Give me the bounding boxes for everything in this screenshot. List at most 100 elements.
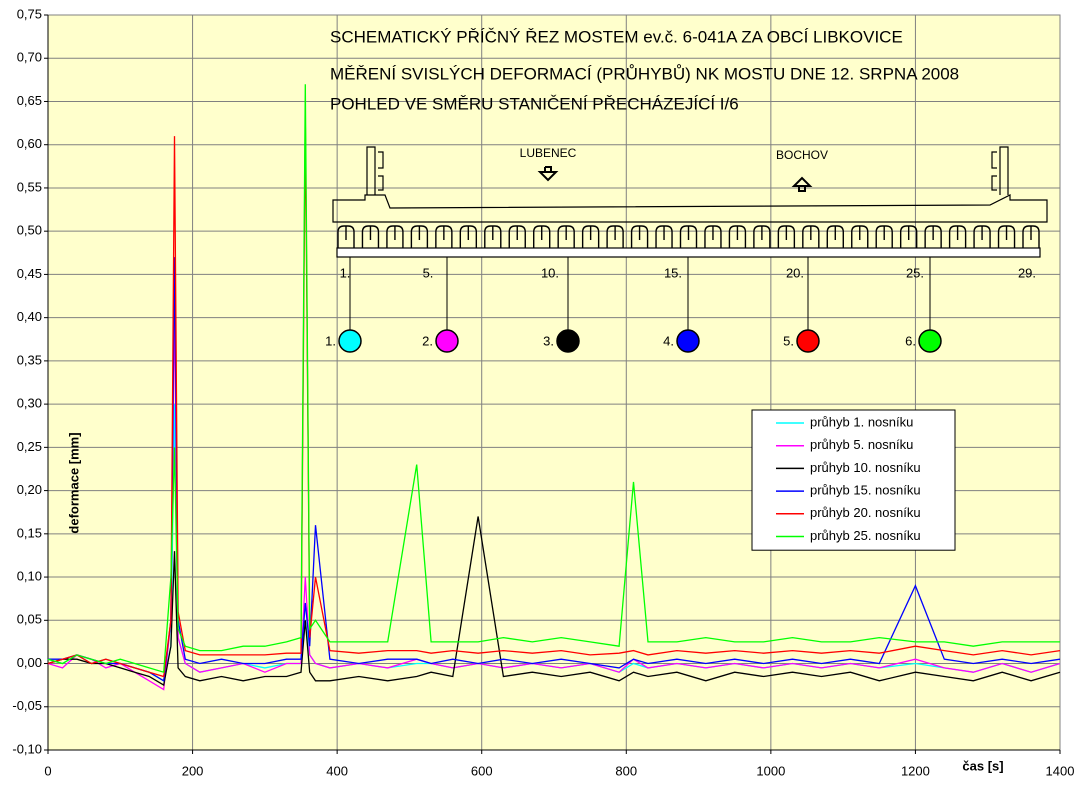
girder bbox=[533, 225, 551, 248]
bridge-diagram bbox=[332, 146, 1048, 258]
x-tick-label: 1200 bbox=[901, 763, 930, 778]
x-tick-label: 800 bbox=[615, 763, 637, 778]
girder bbox=[337, 225, 355, 248]
girder bbox=[361, 225, 380, 248]
girder bbox=[630, 225, 649, 248]
direction-label: LUBENEC bbox=[520, 146, 577, 160]
y-tick-label: 0,05 bbox=[17, 612, 42, 627]
railing bbox=[378, 151, 997, 191]
legend-label: průhyb 10. nosníku bbox=[810, 460, 921, 475]
girder-base bbox=[336, 247, 1041, 258]
legend-label: průhyb 20. nosníku bbox=[810, 505, 921, 520]
arrow-down bbox=[537, 166, 559, 182]
beam-label: 5. bbox=[423, 265, 434, 280]
y-tick-label: 0,70 bbox=[17, 50, 42, 65]
girder bbox=[606, 225, 624, 248]
girders bbox=[337, 225, 1040, 248]
girder bbox=[459, 225, 478, 248]
girder bbox=[826, 225, 844, 248]
y-tick-label: 0,20 bbox=[17, 482, 42, 497]
girder bbox=[386, 225, 404, 248]
y-tick-label: 0,00 bbox=[17, 655, 42, 670]
series-lines bbox=[47, 84, 1061, 691]
x-tick-label: 600 bbox=[471, 763, 493, 778]
annotations: SCHEMATICKÝ PŘÍČNÝ ŘEZ MOSTEM ev.č. 6-04… bbox=[66, 27, 1036, 773]
title-line: MĚŘENÍ SVISLÝCH DEFORMACÍ (PRŮHYBŮ) NK M… bbox=[330, 64, 959, 83]
y-tick-label: 0,50 bbox=[17, 223, 42, 238]
series-line bbox=[47, 118, 1061, 678]
beam-label: 15. bbox=[664, 265, 682, 280]
legend-box bbox=[751, 409, 956, 551]
y-tick-label: 0,65 bbox=[17, 93, 42, 108]
legend-label: průhyb 15. nosníku bbox=[810, 483, 921, 498]
girder bbox=[899, 225, 918, 248]
y-tick-label: 0,30 bbox=[17, 396, 42, 411]
girder bbox=[704, 225, 722, 248]
girder bbox=[802, 225, 820, 248]
girder bbox=[435, 225, 453, 248]
x-tick-label: 200 bbox=[182, 763, 204, 778]
girder bbox=[484, 225, 502, 248]
girder bbox=[557, 225, 575, 248]
y-tick-label: 0,55 bbox=[17, 179, 42, 194]
arrow-up bbox=[791, 176, 813, 192]
girder bbox=[924, 225, 942, 248]
x-tick-label: 1400 bbox=[1046, 763, 1075, 778]
sensor bbox=[676, 329, 700, 353]
title-line: POHLED VE SMĚRU STANIČENÍ PŘECHÁZEJÍCÍ I… bbox=[330, 94, 739, 113]
girder bbox=[728, 225, 747, 248]
girder bbox=[973, 225, 991, 248]
girder bbox=[948, 225, 967, 248]
legend-label: průhyb 1. nosníku bbox=[810, 414, 913, 429]
beam-label: 20. bbox=[786, 265, 804, 280]
y-axis-label: deformace [mm] bbox=[66, 432, 81, 533]
x-axis-label: čas [s] bbox=[962, 758, 1003, 773]
girder bbox=[508, 225, 526, 248]
title-line: SCHEMATICKÝ PŘÍČNÝ ŘEZ MOSTEM ev.č. 6-04… bbox=[330, 27, 903, 46]
girder bbox=[679, 225, 698, 248]
series-line bbox=[47, 84, 1060, 674]
sensor-label: 5. bbox=[783, 333, 794, 348]
y-tick-label: 0,40 bbox=[17, 309, 42, 324]
y-tick-label: 0,10 bbox=[17, 568, 42, 583]
beam-label: 25. bbox=[906, 265, 924, 280]
parapet bbox=[366, 146, 1009, 195]
sensors: 1. 2. 3. 4. 5. 6. bbox=[325, 257, 942, 353]
sensor-label: 3. bbox=[543, 333, 554, 348]
girder bbox=[777, 225, 796, 248]
sensor bbox=[796, 329, 820, 353]
y-tick-label: -0,05 bbox=[12, 698, 42, 713]
deck bbox=[332, 194, 1048, 223]
sensor-label: 4. bbox=[663, 333, 674, 348]
y-tick-label: 0,45 bbox=[17, 266, 42, 281]
girder bbox=[997, 225, 1016, 248]
y-tick-label: 0,75 bbox=[17, 6, 42, 21]
beam-label: 29. bbox=[1018, 265, 1036, 280]
series-line bbox=[47, 516, 1061, 687]
sensor bbox=[338, 329, 362, 353]
direction-label: BOCHOV bbox=[776, 148, 828, 162]
y-tick-label: -0,10 bbox=[12, 741, 42, 756]
y-tick-label: 0,25 bbox=[17, 439, 42, 454]
beam-label: 10. bbox=[541, 265, 559, 280]
sensor-label: 2. bbox=[422, 333, 433, 348]
y-tick-label: 0,60 bbox=[17, 136, 42, 151]
sensor-label: 6. bbox=[905, 333, 916, 348]
girder bbox=[581, 225, 600, 248]
girder bbox=[655, 225, 673, 248]
x-tick-label: 1000 bbox=[756, 763, 785, 778]
beam-label: 1. bbox=[340, 265, 351, 280]
sensor bbox=[918, 329, 942, 353]
y-tick-label: 0,15 bbox=[17, 525, 42, 540]
girder bbox=[410, 225, 429, 248]
girder bbox=[1022, 225, 1040, 248]
sensor bbox=[435, 329, 459, 353]
legend: průhyb 1. nosníku průhyb 5. nosníku průhyb… bbox=[751, 409, 956, 551]
plot-area bbox=[47, 14, 1061, 751]
x-tick-label: 400 bbox=[326, 763, 348, 778]
girder bbox=[851, 225, 869, 248]
x-tick-label: 0 bbox=[44, 763, 51, 778]
legend-label: průhyb 25. nosníku bbox=[810, 528, 921, 543]
